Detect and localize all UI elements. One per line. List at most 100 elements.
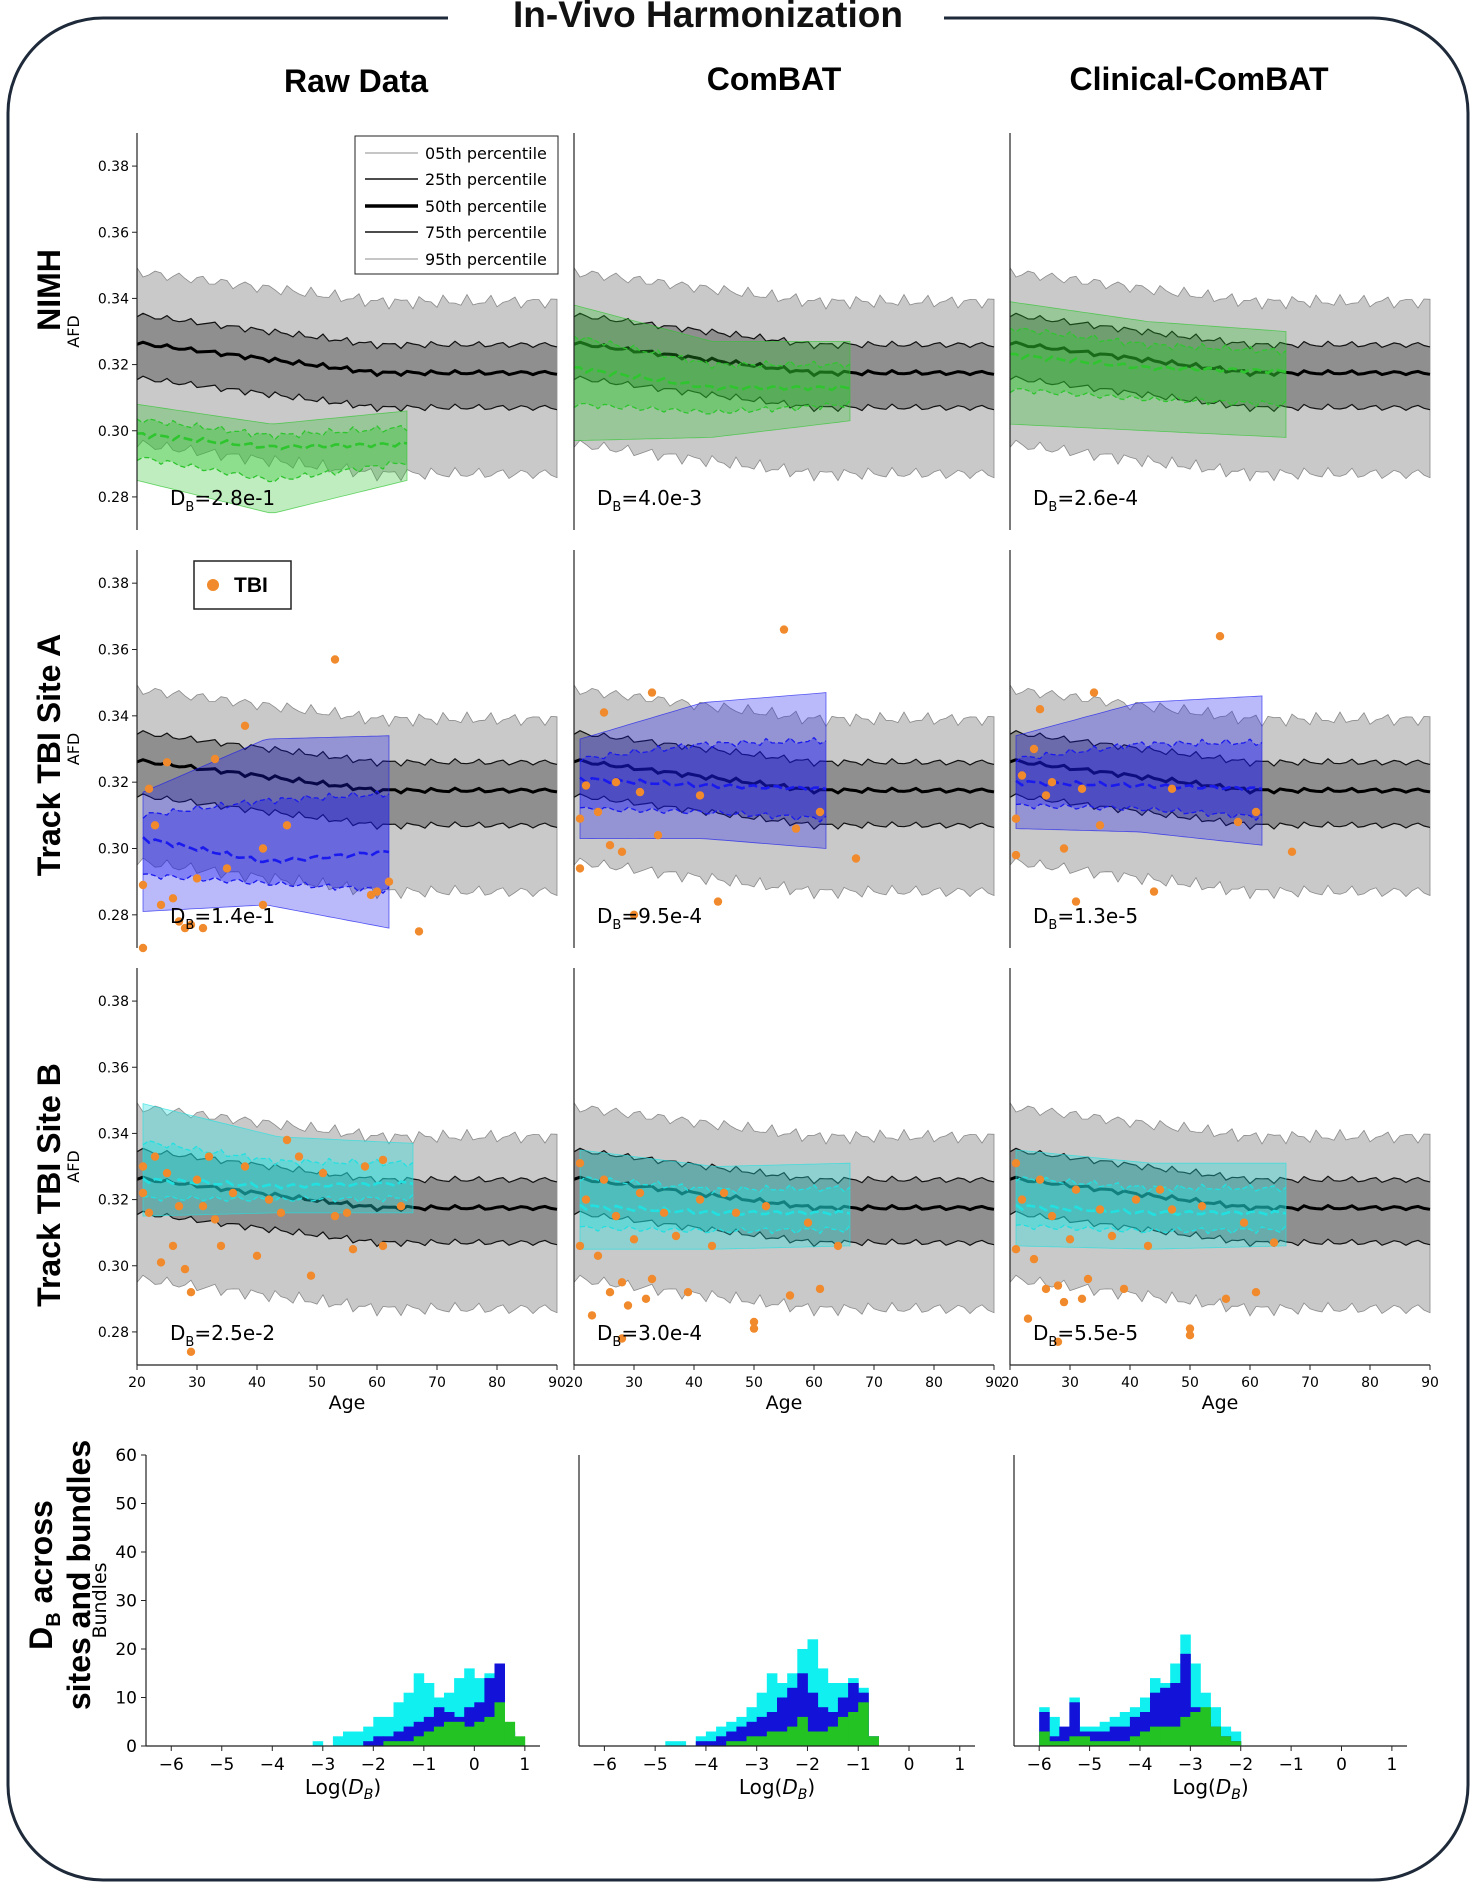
age-axis-label: Age [1202,1392,1239,1414]
hist-x-tick-label: −4 [693,1755,718,1775]
hist-bar-site-b [353,1731,364,1746]
tbi-point [372,887,382,896]
hist-x-tick-label: −5 [643,1755,668,1775]
tbi-point [761,1202,771,1211]
hist-xlabel-prefix: Log( [1172,1775,1216,1799]
hist-bar-site-a [1119,1726,1131,1746]
hist-xlabel-prefix: Log( [305,1775,349,1799]
tbi-point [611,1211,621,1221]
tbi-point [168,1241,178,1251]
panel-site-b-raw: 0.28 0.30 0.32 0.34 0.36 0.38 AFD 20 30 40 50 60 70 8… [64,968,566,1414]
age-tick-label: 40 [1121,1375,1139,1391]
age-tick-label: 30 [625,1375,643,1391]
hist-x-tick-label: −4 [1127,1755,1152,1775]
hist-bar-site-a [787,1687,798,1746]
age-tick-label: 50 [308,1375,326,1391]
tbi-point [1011,814,1021,823]
hist-x-tick-label: −6 [159,1755,184,1775]
tbi-point [1035,705,1045,714]
tbi-point [396,1202,406,1211]
hist-bar-nimh [1180,1716,1191,1746]
db-value: =4.0e-3 [621,486,702,510]
row-title-nimh: NIMH [31,249,67,331]
tbi-point [707,1241,717,1251]
site-line-75 [573,335,851,370]
hist-bar-site-b [343,1731,354,1746]
site-band-25-75 [574,336,850,414]
age-tick-label: 80 [925,1375,943,1391]
tbi-point [414,927,424,936]
tbi-point [348,1245,358,1254]
db-value: =5.5e-5 [1057,1321,1138,1345]
tbi-point [1155,1185,1165,1194]
hist-x-tick-label: −1 [846,1755,871,1775]
hist-bar-site-a [756,1716,768,1746]
site-line-50 [1009,352,1287,375]
tbi-point [258,844,268,853]
site-band-05-95 [573,304,851,442]
tbi-point [1221,1294,1231,1304]
db-annotation: DB=5.5e-5 [1033,1321,1138,1350]
tbi-point [671,1231,681,1241]
hist-bar-nimh [494,1702,505,1746]
hist-bar-site-a [1160,1687,1171,1746]
hist-bar-site-a [1150,1692,1161,1746]
age-tick-label: 60 [1241,1375,1259,1391]
hist-x-tick-label: −3 [310,1755,335,1775]
tbi-point [162,1168,172,1178]
tbi-point [330,1211,340,1221]
tbi-point [635,787,645,797]
legend-label-95: 95th percentile [425,250,547,269]
hist-x-axis-label: Log(DB) [305,1775,381,1803]
tbi-point [749,1324,759,1333]
hist-y-axis-label: Bundles [89,1562,111,1638]
hist-xlabel-subscript: B [798,1787,808,1803]
tbi-point [617,1334,627,1343]
hist-x-axis-label: Log(DB) [739,1775,815,1803]
tbi-point [1071,1185,1081,1194]
tbi-point [1119,1284,1129,1294]
reference-line-25 [573,1210,995,1248]
tbi-point [833,1241,843,1251]
site-line-50 [573,366,851,392]
tbi-point [342,1208,352,1218]
site-band-25-75 [1016,739,1262,821]
site-band-25-75 [137,418,407,482]
hist-y-tick-label: 10 [115,1689,137,1709]
tbi-point [575,864,585,873]
db-value: =2.6e-4 [1057,486,1138,510]
site-line-75 [1015,1176,1287,1193]
hist-bar-nimh [756,1736,768,1746]
db-annotation: DB=4.0e-3 [597,486,702,515]
hist-xlabel-subscript: B [364,1787,374,1803]
tbi-point [1035,1175,1045,1184]
hist-bar-nimh [807,1731,819,1746]
site-band-05-95 [1015,1149,1287,1250]
reference-line-25 [1009,375,1431,413]
age-tick-label: 50 [1181,1375,1199,1391]
hist-bar-site-b [393,1702,404,1746]
tbi-legend-label: TBI [234,574,268,597]
reference-band-25-75 [574,1148,994,1247]
site-line-75 [142,1140,414,1168]
tbi-point [575,814,585,823]
reference-line-75 [573,1147,995,1185]
histogram-raw: 0 10 20 30 40 50 60 Bundles −6 −5 −4 −3 −2 −1 0 1 Log(DB… [89,1446,540,1803]
hist-x-tick-label: 0 [904,1755,915,1775]
reference-line-50 [573,1175,995,1213]
histogram-clinical: −6 −5 −4 −3 −2 −1 0 1 Log(DB) [1013,1455,1407,1803]
reference-line-75 [136,730,558,767]
tbi-point [222,864,232,873]
tbi-point [575,1159,585,1168]
tbi-point [192,1175,202,1184]
db-subscript: B [612,1335,621,1350]
tbi-point [1053,1281,1063,1290]
site-line-25 [142,1193,414,1204]
tbi-point [1059,1297,1069,1307]
hist-bar-nimh [726,1741,737,1746]
row-title-site-b: Track TBI Site B [31,1063,67,1307]
hist-bar-site-a [736,1726,747,1746]
hist-bar-nimh [848,1712,859,1746]
site-line-50 [1015,779,1263,792]
tbi-point [695,1195,705,1204]
